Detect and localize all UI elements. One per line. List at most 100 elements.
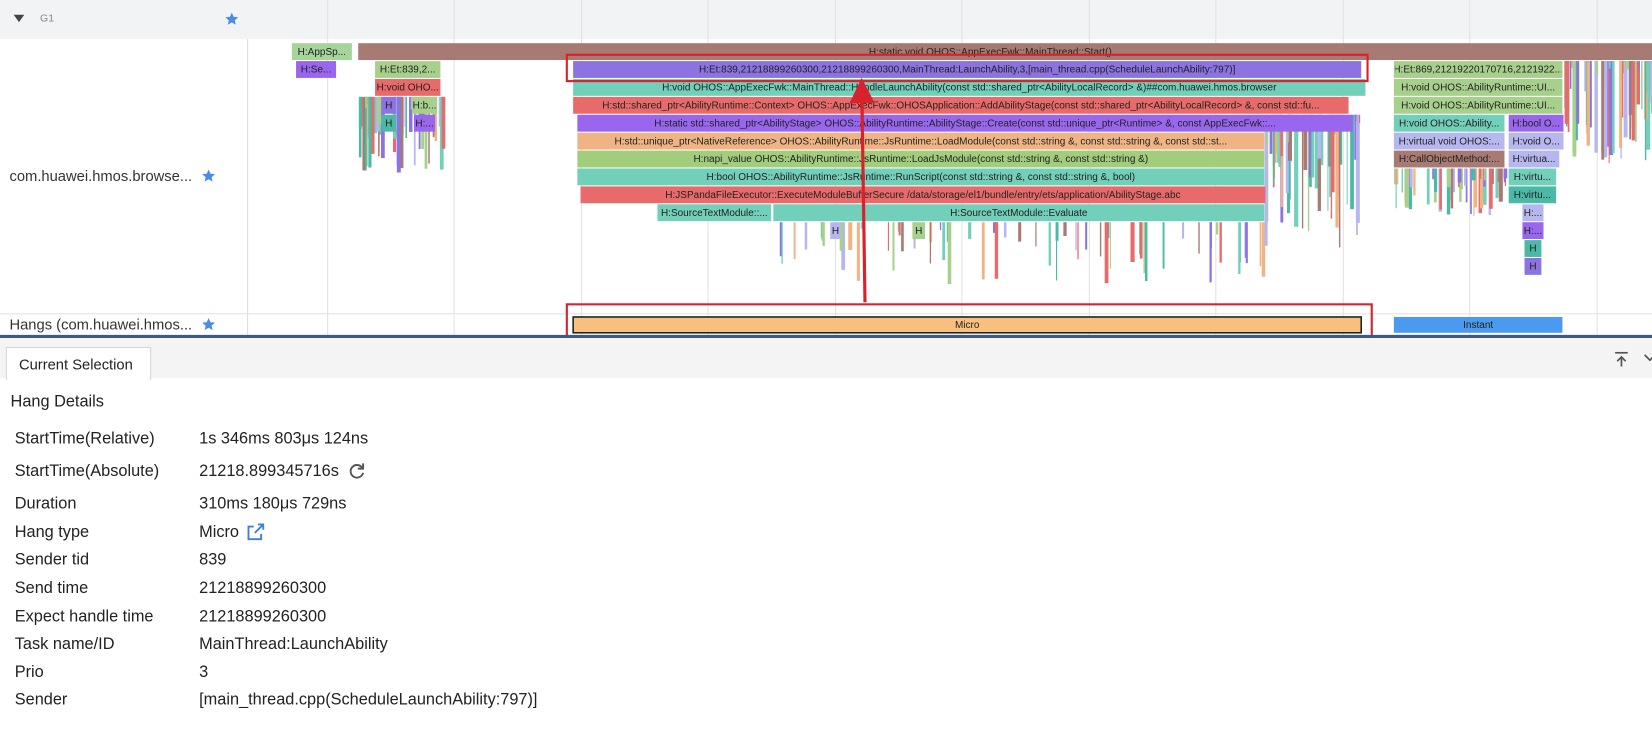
small-slice xyxy=(1612,61,1615,154)
slice[interactable] xyxy=(1393,96,1563,114)
slice[interactable] xyxy=(1393,132,1505,150)
small-slice xyxy=(1625,61,1630,70)
slice[interactable] xyxy=(577,114,1353,132)
arrow xyxy=(849,77,875,303)
slice[interactable] xyxy=(573,78,1366,96)
small-slice xyxy=(1311,114,1315,178)
slice[interactable] xyxy=(1524,240,1542,257)
small-slice xyxy=(1294,114,1299,227)
small-slice xyxy=(400,96,404,169)
slice[interactable] xyxy=(375,61,441,78)
small-slice xyxy=(1244,222,1246,258)
splitter[interactable] xyxy=(0,334,1652,339)
slice[interactable] xyxy=(577,132,1265,150)
small-slice xyxy=(1143,222,1147,274)
hang-slice[interactable] xyxy=(1393,316,1563,333)
slice[interactable] xyxy=(1393,150,1505,168)
section-title: Hang Details xyxy=(11,393,104,411)
field-label: Prio xyxy=(15,663,44,681)
small-slice xyxy=(1629,61,1632,140)
slice[interactable] xyxy=(381,96,397,114)
tab-title[interactable]: Current Selection xyxy=(19,357,133,373)
small-slice xyxy=(1401,168,1403,193)
small-slice xyxy=(947,222,952,285)
small-slice xyxy=(1317,114,1321,212)
field-label: Expect handle time xyxy=(15,607,154,625)
slice[interactable] xyxy=(1522,204,1544,222)
slice[interactable] xyxy=(773,204,1265,222)
small-slice xyxy=(1280,114,1283,157)
slice[interactable] xyxy=(411,96,438,114)
small-slice xyxy=(1330,114,1335,193)
slice[interactable] xyxy=(1508,186,1557,204)
field-label: Sender xyxy=(15,691,68,709)
slice[interactable] xyxy=(580,186,1266,204)
small-slice xyxy=(1608,61,1611,69)
field-label: Send time xyxy=(15,579,88,597)
small-slice xyxy=(1569,61,1572,89)
pin-icon[interactable] xyxy=(1615,351,1628,367)
slice[interactable] xyxy=(830,222,841,240)
small-slice xyxy=(1623,61,1628,138)
link-icon[interactable] xyxy=(247,523,265,541)
slice[interactable] xyxy=(291,43,352,61)
small-slice xyxy=(1209,222,1212,283)
slice[interactable] xyxy=(1522,222,1544,240)
small-slice xyxy=(1215,222,1219,235)
star-icon[interactable] xyxy=(225,12,239,25)
slice[interactable] xyxy=(1393,78,1563,96)
small-slice xyxy=(434,96,438,142)
collapse-icon[interactable] xyxy=(1644,354,1652,362)
star-icon[interactable] xyxy=(202,169,216,182)
slice-label: H:SourceTextModule::... xyxy=(661,208,768,219)
slice[interactable] xyxy=(912,222,926,240)
details-table: StartTime(Relative) 1s 346ms 803μs 124ns S… xyxy=(15,429,538,708)
slice[interactable] xyxy=(1508,168,1557,186)
small-slice xyxy=(1572,61,1575,69)
small-slice xyxy=(1107,222,1110,239)
small-slice xyxy=(1301,114,1304,229)
slice[interactable] xyxy=(1524,258,1542,275)
small-slice xyxy=(1594,61,1598,153)
slice[interactable] xyxy=(577,150,1265,168)
field-value: 839 xyxy=(199,551,226,569)
small-slice xyxy=(1278,114,1281,168)
slice-label: H:void OHOS::AppExecFwk::MainThread::Han… xyxy=(662,83,1277,94)
small-slice xyxy=(1584,61,1587,92)
small-slice xyxy=(1650,61,1652,103)
small-slice xyxy=(1405,168,1410,208)
small-slice xyxy=(408,96,413,132)
small-slice xyxy=(1644,61,1647,161)
slice[interactable] xyxy=(573,96,1349,114)
slice[interactable] xyxy=(1393,114,1505,132)
small-slice xyxy=(1631,61,1635,141)
small-slice xyxy=(374,96,377,134)
small-slice xyxy=(1473,168,1478,208)
collapse-toggle[interactable] xyxy=(13,14,25,23)
slice[interactable] xyxy=(1508,132,1564,150)
slice-label: H:Et:869,21219220170716,2121922... xyxy=(1393,65,1563,76)
slice[interactable] xyxy=(296,61,337,78)
slice[interactable] xyxy=(375,78,441,96)
slice-label: H:std::shared_ptr<AbilityRuntime::Contex… xyxy=(602,100,1319,111)
small-slice xyxy=(1446,168,1451,188)
small-slice xyxy=(892,222,895,271)
small-slice xyxy=(1239,222,1242,263)
field-label: Hang type xyxy=(15,523,89,541)
track-name: com.huawei.hmos.browse... xyxy=(9,169,192,185)
small-slice xyxy=(1619,61,1623,148)
slice[interactable] xyxy=(1508,114,1564,132)
hang-slice[interactable] xyxy=(572,316,1363,334)
slice[interactable] xyxy=(577,168,1265,186)
slice[interactable] xyxy=(1508,150,1560,168)
slice[interactable] xyxy=(657,204,772,222)
small-slice xyxy=(939,222,942,231)
refresh-icon[interactable] xyxy=(349,463,365,479)
slice[interactable] xyxy=(381,114,397,132)
small-slice xyxy=(1307,114,1310,232)
small-slice xyxy=(395,96,399,131)
slice[interactable] xyxy=(573,61,1362,78)
slice[interactable] xyxy=(414,114,436,132)
slice[interactable] xyxy=(1393,61,1563,78)
star-icon[interactable] xyxy=(202,318,216,331)
